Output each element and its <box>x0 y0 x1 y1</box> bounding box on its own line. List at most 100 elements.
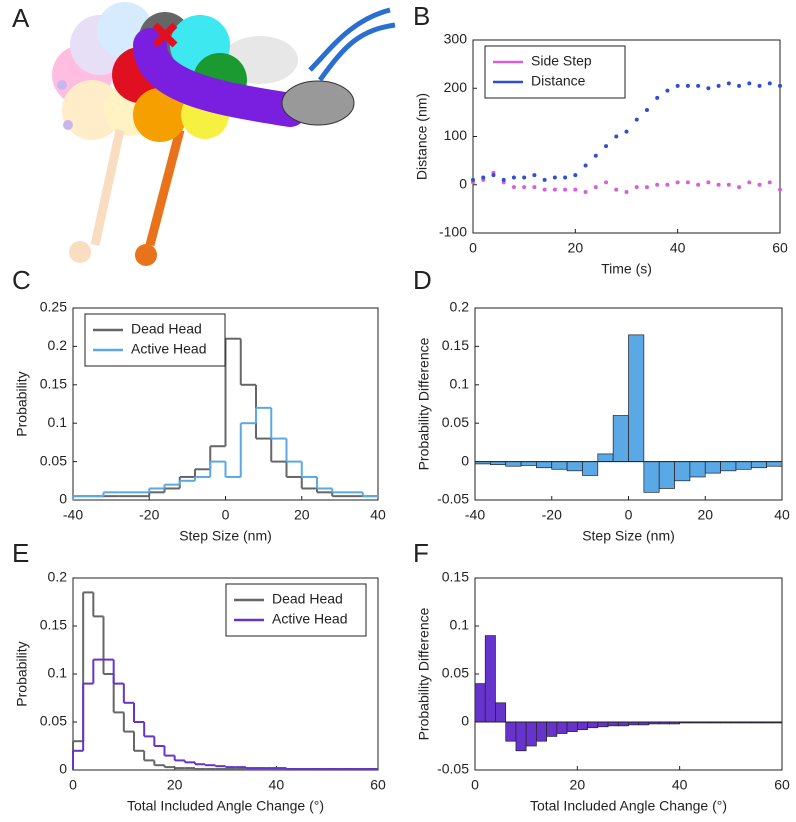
y-tick-label: -0.05 <box>437 761 469 777</box>
bar <box>750 461 767 469</box>
bar <box>546 721 558 737</box>
data-point <box>706 86 711 91</box>
y-tick-label: 0 <box>459 175 467 191</box>
faded-domain <box>70 15 130 75</box>
data-point <box>522 185 527 190</box>
panel-label: B <box>413 1 430 31</box>
bar <box>582 461 599 476</box>
y-tick-label: 0.05 <box>40 452 67 468</box>
legend-label: Active Head <box>272 611 347 627</box>
data-point <box>471 177 475 182</box>
bar <box>617 721 629 727</box>
spark <box>57 80 67 90</box>
y-tick-label: 0 <box>461 713 469 729</box>
y-tick-label: 0.05 <box>40 713 67 729</box>
data-point <box>655 95 660 100</box>
legend-label: Active Head <box>131 341 206 357</box>
data-point <box>675 180 680 185</box>
legend-label: Dead Head <box>131 321 202 337</box>
x-axis-label: Total Included Angle Change (°) <box>530 798 727 814</box>
data-point <box>726 182 731 187</box>
data-point <box>583 163 588 168</box>
data-point <box>532 173 537 178</box>
bar <box>515 721 527 752</box>
bar <box>704 461 721 474</box>
data-point <box>716 182 721 187</box>
x-tick-label: -40 <box>465 507 485 523</box>
y-axis-label: Probability Difference <box>416 337 432 470</box>
panel-label: E <box>12 538 29 568</box>
bar <box>628 334 645 462</box>
legend-label: Distance <box>531 73 586 89</box>
legend-box <box>484 45 626 99</box>
data-point <box>593 153 598 158</box>
data-point <box>563 175 568 180</box>
x-tick-label: 0 <box>69 777 77 793</box>
data-point <box>614 134 619 139</box>
x-tick-label: 40 <box>269 777 285 793</box>
data-point <box>542 187 547 192</box>
data-point <box>532 185 537 190</box>
y-tick-label: 0.25 <box>40 299 67 315</box>
y-tick-label: 0.15 <box>442 337 469 353</box>
legend-box <box>84 313 226 367</box>
data-point <box>593 185 598 190</box>
legend-label: Side Step <box>531 53 592 69</box>
y-tick-label: 0.15 <box>40 376 67 392</box>
data-point <box>696 83 701 88</box>
x-tick-label: 20 <box>568 240 584 256</box>
data-point <box>665 88 670 93</box>
bar <box>658 461 675 489</box>
motor-illustration <box>52 2 396 266</box>
data-point <box>737 83 742 88</box>
x-tick-label: 40 <box>672 777 688 793</box>
data-point <box>685 180 690 185</box>
data-point <box>563 187 568 192</box>
data-point <box>644 185 649 190</box>
bar <box>576 721 588 731</box>
dna <box>317 22 396 82</box>
data-point <box>552 187 557 192</box>
x-axis-label: Step Size (nm) <box>179 528 272 544</box>
y-tick-label: 0.1 <box>48 665 68 681</box>
x-tick-label: 0 <box>625 507 633 523</box>
x-tick-label: 0 <box>222 507 230 523</box>
x-tick-label: 60 <box>774 777 790 793</box>
x-tick-label: 40 <box>370 507 386 523</box>
data-point <box>655 182 660 187</box>
data-point <box>778 83 782 88</box>
data-point <box>665 182 670 187</box>
y-tick-label: 0.1 <box>450 376 470 392</box>
x-tick-label: 60 <box>772 240 788 256</box>
bar <box>474 683 486 723</box>
data-point <box>634 117 639 122</box>
bar <box>720 461 737 472</box>
data-point <box>604 180 609 185</box>
bar <box>495 702 507 723</box>
bar <box>566 721 578 732</box>
bar <box>566 461 583 472</box>
data-point <box>634 185 639 190</box>
faded-domain <box>62 80 122 140</box>
y-tick-label: 0 <box>59 491 67 507</box>
faded-domain <box>52 45 112 105</box>
y-axis-label: Probability <box>14 641 30 706</box>
y-tick-label: 100 <box>444 127 468 143</box>
x-tick-label: 20 <box>570 777 586 793</box>
data-point <box>778 187 782 192</box>
x-axis-label: Time (s) <box>601 261 652 277</box>
data-point <box>614 187 619 192</box>
faded-lever <box>90 129 125 246</box>
data-point <box>747 81 752 86</box>
x-tick-label: 0 <box>471 777 479 793</box>
faded-foot <box>69 241 91 263</box>
y-axis-label: Probability <box>14 371 30 436</box>
bar <box>597 453 614 462</box>
y-tick-label: 0.15 <box>40 617 67 633</box>
bar <box>597 721 609 728</box>
bar <box>556 721 568 734</box>
data-point <box>696 182 701 187</box>
data-point <box>726 81 731 86</box>
